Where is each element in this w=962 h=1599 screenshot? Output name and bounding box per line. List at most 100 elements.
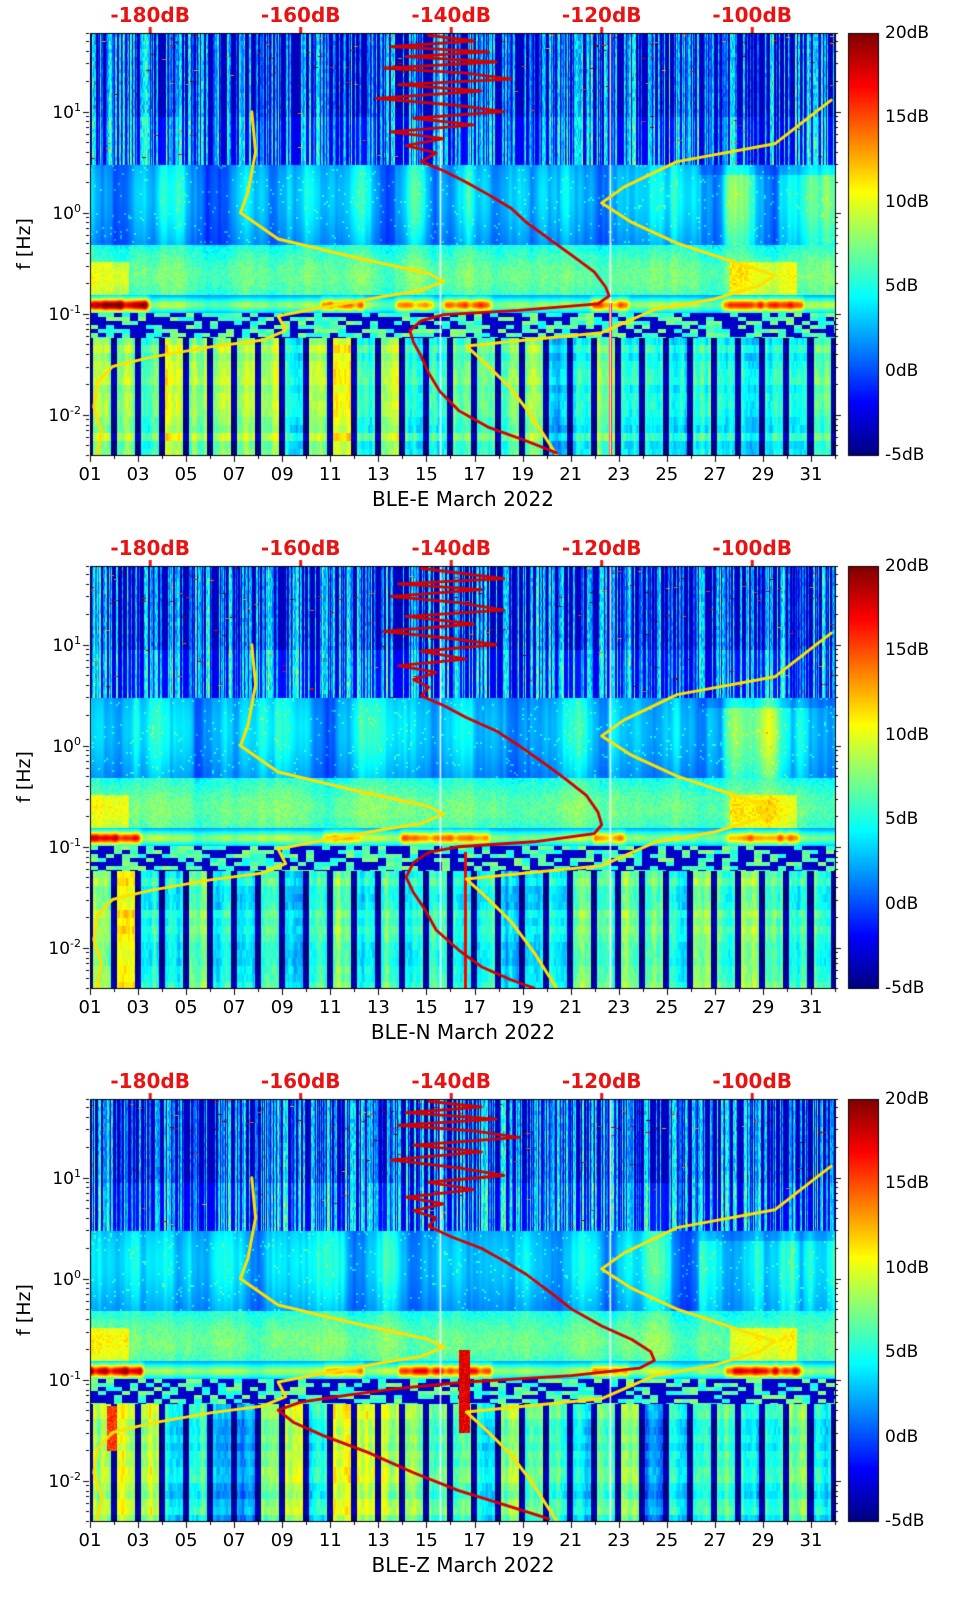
top-axis-tick-label: -180dB <box>110 3 190 27</box>
colorbar-tick-label: 15dB <box>885 1173 930 1194</box>
colorbar-tick-label: 15dB <box>885 640 930 661</box>
x-tick-label: 13 <box>366 997 390 1018</box>
colorbar-tick-label: 10dB <box>885 191 930 212</box>
x-tick-label: 19 <box>511 1530 535 1551</box>
colorbar-tick-label: 5dB <box>885 1342 919 1363</box>
spectrogram-canvas-ble-z <box>0 1066 962 1599</box>
top-axis-tick-label: -100dB <box>712 536 793 560</box>
x-tick-label: 15 <box>414 997 438 1018</box>
y-tick-label: 10-2 <box>48 403 81 426</box>
x-tick-label: 09 <box>270 464 294 485</box>
y-axis-label: f [Hz] <box>13 1284 35 1336</box>
x-tick-label: 11 <box>318 1530 342 1551</box>
x-tick-label: 13 <box>366 1530 390 1551</box>
x-tick-label: 01 <box>78 997 102 1018</box>
top-axis-tick-label: -100dB <box>712 1069 793 1093</box>
x-tick-label: 01 <box>78 1530 102 1551</box>
top-axis-tick-label: -160dB <box>260 1069 341 1093</box>
x-tick-label: 03 <box>126 464 150 485</box>
x-tick-label: 27 <box>703 997 727 1018</box>
x-tick-label: 31 <box>799 997 823 1018</box>
x-tick-label: 25 <box>655 1530 679 1551</box>
x-tick-label: 11 <box>318 997 342 1018</box>
panel-ble-z: f [Hz] BLE-Z March 2022 -180dB -160dB -140… <box>0 1066 962 1599</box>
colorbar-tick-label: 15dB <box>885 107 930 128</box>
x-tick-label: 31 <box>799 1530 823 1551</box>
x-tick-label: 29 <box>751 997 775 1018</box>
y-axis-label: f [Hz] <box>13 218 35 270</box>
x-tick-label: 05 <box>174 1530 198 1551</box>
x-tick-label: 07 <box>222 464 246 485</box>
colorbar-tick-label: 20dB <box>885 23 930 43</box>
x-tick-label: 17 <box>463 464 486 485</box>
colorbar-tick-label: -5dB <box>885 445 925 465</box>
x-tick-label: 29 <box>751 1530 775 1551</box>
colorbar-tick-label: 20dB <box>885 1089 930 1109</box>
x-tick-label: 23 <box>607 997 631 1018</box>
x-tick-label: 31 <box>799 464 823 485</box>
colorbar-tick-label: -5dB <box>885 978 925 998</box>
top-axis-tick-label: -180dB <box>110 1069 190 1093</box>
y-tick-label: 101 <box>52 633 81 656</box>
x-tick-label: 21 <box>559 997 583 1018</box>
top-axis-tick-label: -160dB <box>260 536 341 560</box>
y-tick-label: 100 <box>52 201 81 224</box>
x-tick-label: 27 <box>703 464 727 485</box>
x-tick-label: 23 <box>607 1530 631 1551</box>
panel-ble-n: f [Hz] BLE-N March 2022 -180dB -160dB -140… <box>0 533 962 1066</box>
x-tick-label: 11 <box>318 464 342 485</box>
x-tick-label: 17 <box>463 1530 486 1551</box>
panel-ble-e: f [Hz] BLE-E March 2022 -180dB -160dB -140… <box>0 0 962 533</box>
x-tick-label: 23 <box>607 464 631 485</box>
x-tick-label: 07 <box>222 1530 246 1551</box>
y-tick-label: 10-1 <box>48 302 81 325</box>
y-tick-label: 101 <box>52 1166 81 1189</box>
colorbar-tick-label: 0dB <box>885 1426 919 1447</box>
y-tick-label: 100 <box>52 734 81 757</box>
x-tick-label: 01 <box>78 464 102 485</box>
x-tick-label: 15 <box>414 1530 438 1551</box>
x-tick-label: 25 <box>655 997 679 1018</box>
x-tick-label: 21 <box>559 464 583 485</box>
top-axis-tick-label: -140dB <box>411 3 492 27</box>
top-axis-tick-label: -100dB <box>712 3 793 27</box>
colorbar-tick-label: 5dB <box>885 809 919 830</box>
x-tick-label: 15 <box>414 464 438 485</box>
x-tick-label: 07 <box>222 997 246 1018</box>
x-axis-title: BLE-Z March 2022 <box>371 1553 555 1577</box>
x-tick-label: 13 <box>366 464 390 485</box>
y-tick-label: 100 <box>52 1267 81 1290</box>
top-axis-tick-label: -140dB <box>411 536 492 560</box>
x-tick-label: 17 <box>463 997 486 1018</box>
top-axis-tick-label: -180dB <box>110 536 190 560</box>
x-tick-label: 19 <box>511 997 535 1018</box>
x-tick-label: 09 <box>270 997 294 1018</box>
x-tick-label: 03 <box>126 1530 150 1551</box>
x-axis-title: BLE-N March 2022 <box>370 1020 556 1044</box>
top-axis-tick-label: -120dB <box>561 536 642 560</box>
colorbar-tick-label: 20dB <box>885 556 930 576</box>
colorbar-tick-label: -5dB <box>885 1511 925 1531</box>
top-axis-tick-label: -160dB <box>260 3 341 27</box>
x-tick-label: 27 <box>703 1530 727 1551</box>
spectrogram-canvas-ble-e <box>0 0 962 533</box>
spectrogram-canvas-ble-n <box>0 533 962 1066</box>
y-tick-label: 10-2 <box>48 936 81 959</box>
y-tick-label: 10-2 <box>48 1469 81 1492</box>
x-tick-label: 19 <box>511 464 535 485</box>
x-tick-label: 05 <box>174 997 198 1018</box>
top-axis-tick-label: -120dB <box>561 1069 642 1093</box>
x-tick-label: 09 <box>270 1530 294 1551</box>
y-axis-label: f [Hz] <box>13 751 35 803</box>
y-tick-label: 10-1 <box>48 1368 81 1391</box>
colorbar-tick-label: 10dB <box>885 724 930 745</box>
top-axis-tick-label: -120dB <box>561 3 642 27</box>
y-tick-label: 101 <box>52 100 81 123</box>
x-tick-label: 21 <box>559 1530 583 1551</box>
colorbar-tick-label: 0dB <box>885 893 919 914</box>
colorbar-tick-label: 0dB <box>885 360 919 381</box>
x-tick-label: 03 <box>126 997 150 1018</box>
x-tick-label: 05 <box>174 464 198 485</box>
x-tick-label: 25 <box>655 464 679 485</box>
